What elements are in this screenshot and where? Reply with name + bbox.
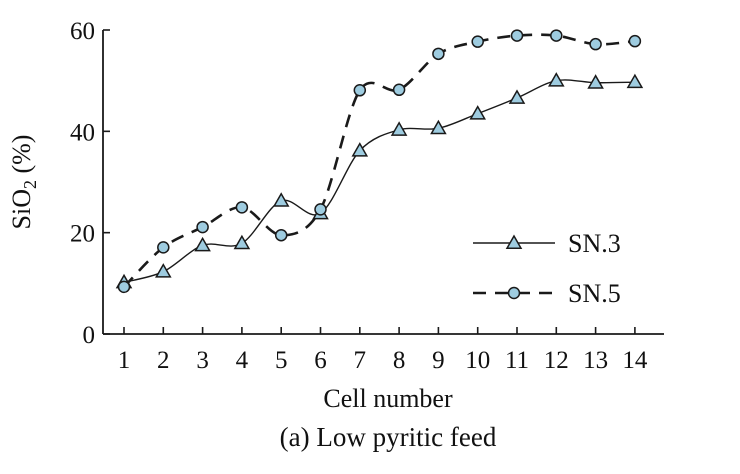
- y-tick-label: 40: [70, 119, 95, 146]
- x-tick-label: 6: [314, 347, 327, 374]
- x-tick-label: 1: [118, 347, 131, 374]
- x-tick-label: 13: [583, 347, 608, 374]
- x-tick-label: 8: [393, 347, 406, 374]
- circle-marker: [432, 47, 445, 61]
- circle-marker: [196, 220, 209, 234]
- triangle-marker: [390, 121, 408, 136]
- x-ticks: 1 2 3 4 5 6 7 8 9 10 11 12 13 14: [118, 327, 648, 374]
- circle-marker: [314, 203, 327, 216]
- series-layer: [115, 29, 644, 294]
- triangle-marker: [194, 236, 211, 252]
- y-axis-title: SiO2 (%): [7, 135, 40, 230]
- series-line: [123, 33, 636, 288]
- x-tick-label: 2: [157, 347, 170, 374]
- circle-marker: [392, 83, 406, 97]
- x-tick-label: 3: [196, 347, 209, 374]
- x-tick-label: 10: [465, 347, 490, 374]
- triangle-marker: [626, 73, 644, 89]
- triangle-marker: [548, 72, 565, 87]
- triangle-marker: [430, 119, 447, 135]
- series-line: [123, 79, 635, 283]
- x-tick-label: 7: [354, 347, 367, 374]
- x-tick-label: 9: [432, 347, 445, 374]
- circle-marker: [628, 34, 642, 48]
- circle-marker: [589, 37, 602, 51]
- triangle-marker: [469, 105, 486, 120]
- triangle-marker: [233, 234, 251, 250]
- triangle-marker: [351, 142, 369, 157]
- y-tick-label: 0: [83, 322, 96, 349]
- legend-label: SN.3: [568, 229, 621, 258]
- legend-marker: [505, 234, 523, 249]
- triangle-marker: [587, 74, 604, 89]
- y-axis-title-main: SiO: [7, 189, 36, 229]
- series-sn-3: [115, 72, 644, 289]
- legend-label: SN.5: [568, 279, 621, 308]
- legend: SN.3 SN.5: [473, 229, 621, 308]
- circle-marker: [471, 35, 484, 48]
- axes: [102, 30, 664, 335]
- legend-marker: [507, 286, 521, 300]
- circle-marker: [117, 280, 131, 294]
- y-tick-label: 20: [70, 221, 95, 248]
- x-tick-label: 5: [275, 347, 288, 374]
- circle-marker: [353, 84, 367, 97]
- x-tick-label: 12: [544, 347, 569, 374]
- x-axis-title: Cell number: [323, 384, 453, 413]
- y-axis-title-unit: (%): [7, 135, 36, 180]
- circle-marker: [235, 201, 249, 214]
- circle-marker: [157, 241, 170, 254]
- series-sn-5: [117, 29, 642, 294]
- x-tick-label: 14: [622, 347, 648, 374]
- circle-marker: [510, 29, 524, 42]
- x-tick-label: 4: [236, 347, 249, 374]
- y-tick-label: 60: [70, 18, 95, 45]
- triangle-marker: [508, 89, 526, 104]
- circle-marker: [274, 228, 288, 242]
- circle-marker: [550, 29, 563, 42]
- y-axis-title-subscript: 2: [20, 180, 40, 189]
- triangle-marker: [272, 192, 290, 207]
- triangle-marker: [155, 263, 172, 278]
- y-ticks: 0 20 40 60: [70, 18, 110, 349]
- x-tick-label: 11: [505, 347, 529, 374]
- chart-caption: (a) Low pyritic feed: [280, 422, 497, 452]
